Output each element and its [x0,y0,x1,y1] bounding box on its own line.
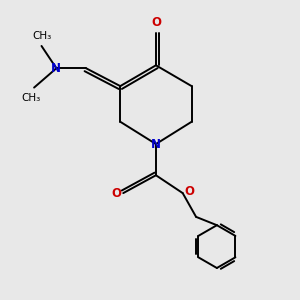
Text: O: O [151,16,161,29]
Text: O: O [184,185,194,198]
Text: N: N [151,138,161,151]
Text: O: O [112,187,122,200]
Text: CH₃: CH₃ [32,31,51,40]
Text: N: N [51,62,62,75]
Text: CH₃: CH₃ [22,93,41,103]
